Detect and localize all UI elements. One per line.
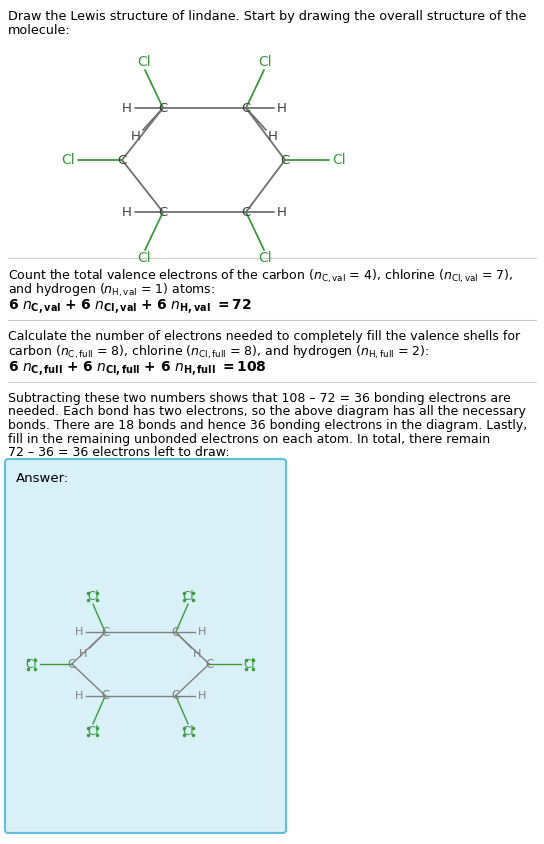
Text: H: H bbox=[122, 205, 132, 219]
Text: H: H bbox=[198, 690, 206, 701]
Text: H: H bbox=[268, 131, 278, 143]
Text: H: H bbox=[122, 101, 132, 115]
Text: Cl: Cl bbox=[61, 153, 75, 167]
Text: C: C bbox=[171, 690, 180, 702]
Text: C: C bbox=[68, 657, 76, 670]
Text: H: H bbox=[79, 649, 88, 659]
Text: H: H bbox=[277, 205, 287, 219]
Text: fill in the remaining unbonded electrons on each atom. In total, there remain: fill in the remaining unbonded electrons… bbox=[8, 432, 490, 446]
Text: Cl: Cl bbox=[137, 55, 151, 69]
Text: C: C bbox=[101, 625, 109, 639]
Text: 72 – 36 = 36 electrons left to draw:: 72 – 36 = 36 electrons left to draw: bbox=[8, 446, 230, 459]
Text: C: C bbox=[242, 101, 251, 115]
Text: and hydrogen ($n_{\mathsf{H,val}}$ = 1) atoms:: and hydrogen ($n_{\mathsf{H,val}}$ = 1) … bbox=[8, 282, 215, 300]
Text: H: H bbox=[198, 627, 206, 637]
Text: Count the total valence electrons of the carbon ($n_{\mathsf{C,val}}$ = 4), chlo: Count the total valence electrons of the… bbox=[8, 268, 514, 285]
Text: Cl: Cl bbox=[258, 55, 272, 69]
Text: H: H bbox=[131, 131, 141, 143]
Text: Cl: Cl bbox=[26, 657, 37, 670]
Text: C: C bbox=[101, 690, 109, 702]
Text: H: H bbox=[193, 649, 202, 659]
Text: C: C bbox=[118, 154, 127, 166]
Text: Calculate the number of electrons needed to completely fill the valence shells f: Calculate the number of electrons needed… bbox=[8, 330, 520, 343]
Text: Cl: Cl bbox=[244, 657, 256, 670]
Text: Cl: Cl bbox=[332, 153, 346, 167]
Text: C: C bbox=[242, 205, 251, 219]
Text: $\mathbf{6}$ $\mathbf{\it{n}}_{\mathbf{C,full}}$ $\mathbf{+}$ $\mathbf{6}$ $\mat: $\mathbf{6}$ $\mathbf{\it{n}}_{\mathbf{C… bbox=[8, 359, 267, 378]
Text: bonds. There are 18 bonds and hence 36 bonding electrons in the diagram. Lastly,: bonds. There are 18 bonds and hence 36 b… bbox=[8, 419, 527, 432]
Text: C: C bbox=[158, 205, 168, 219]
Text: needed. Each bond has two electrons, so the above diagram has all the necessary: needed. Each bond has two electrons, so … bbox=[8, 405, 526, 419]
Text: H: H bbox=[277, 101, 287, 115]
Text: $\mathbf{6}$ $\mathbf{\it{n}}_{\mathbf{C,val}}$ $\mathbf{+}$ $\mathbf{6}$ $\math: $\mathbf{6}$ $\mathbf{\it{n}}_{\mathbf{C… bbox=[8, 297, 252, 316]
FancyBboxPatch shape bbox=[5, 459, 286, 833]
Text: C: C bbox=[171, 625, 180, 639]
Text: molecule:: molecule: bbox=[8, 24, 71, 37]
Text: Cl: Cl bbox=[137, 251, 151, 265]
Text: Cl: Cl bbox=[87, 590, 99, 603]
Text: Cl: Cl bbox=[182, 725, 194, 738]
Text: carbon ($n_{\mathsf{C,full}}$ = 8), chlorine ($n_{\mathsf{Cl,full}}$ = 8), and h: carbon ($n_{\mathsf{C,full}}$ = 8), chlo… bbox=[8, 344, 429, 361]
Text: Draw the Lewis structure of lindane. Start by drawing the overall structure of t: Draw the Lewis structure of lindane. Sta… bbox=[8, 10, 527, 23]
Text: Answer:: Answer: bbox=[16, 472, 69, 485]
Text: C: C bbox=[280, 154, 289, 166]
Text: Cl: Cl bbox=[87, 725, 99, 738]
Text: H: H bbox=[75, 627, 83, 637]
Text: C: C bbox=[205, 657, 213, 670]
Text: H: H bbox=[75, 690, 83, 701]
Text: C: C bbox=[158, 101, 168, 115]
Text: Subtracting these two numbers shows that 108 – 72 = 36 bonding electrons are: Subtracting these two numbers shows that… bbox=[8, 392, 511, 405]
Text: Cl: Cl bbox=[182, 590, 194, 603]
Text: Cl: Cl bbox=[258, 251, 272, 265]
